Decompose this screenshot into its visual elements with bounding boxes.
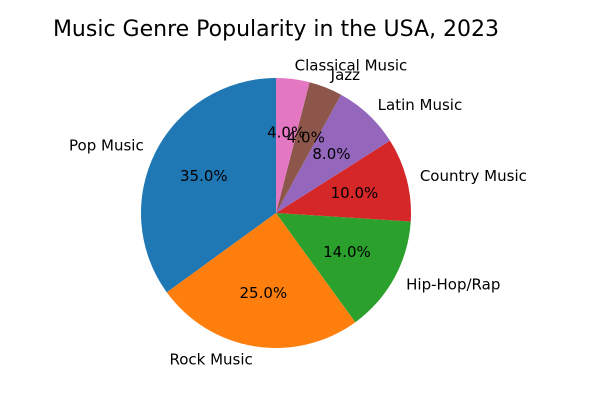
- slice-label: Pop Music: [69, 137, 144, 155]
- chart-title: Music Genre Popularity in the USA, 2023: [53, 17, 499, 42]
- category-labels: Pop Music Rock Music Hip-Hop/Rap Country Mu…: [69, 57, 527, 369]
- slice-percentage: 8.0%: [312, 145, 350, 163]
- slice-label: Hip-Hop/Rap: [406, 276, 500, 294]
- slice-percentage: 14.0%: [323, 243, 371, 261]
- slice-label: Classical Music: [295, 57, 408, 75]
- pie-slice: [166, 213, 356, 349]
- slice-label: Latin Music: [378, 96, 463, 114]
- pie-slice: [140, 78, 276, 293]
- percentage-labels: 35.0%25.0%14.0%10.0%8.0%4.0%4.0%: [180, 124, 378, 302]
- slice-percentage: 4.0%: [267, 124, 305, 142]
- pie-slice: [276, 213, 411, 323]
- slice-percentage: 35.0%: [180, 167, 228, 185]
- pie-slice: [276, 140, 411, 222]
- slice-percentage: 4.0%: [287, 129, 325, 147]
- slice-label: Rock Music: [169, 351, 252, 369]
- slice-label: Country Music: [420, 167, 527, 185]
- slice-percentage: 10.0%: [331, 184, 379, 202]
- slice-label: Jazz: [330, 66, 360, 84]
- slice-percentage: 25.0%: [240, 284, 288, 302]
- pie-slice: [276, 82, 342, 214]
- pie-slices: [140, 78, 411, 349]
- pie-slice: [276, 94, 390, 213]
- pie-slice: [276, 78, 310, 213]
